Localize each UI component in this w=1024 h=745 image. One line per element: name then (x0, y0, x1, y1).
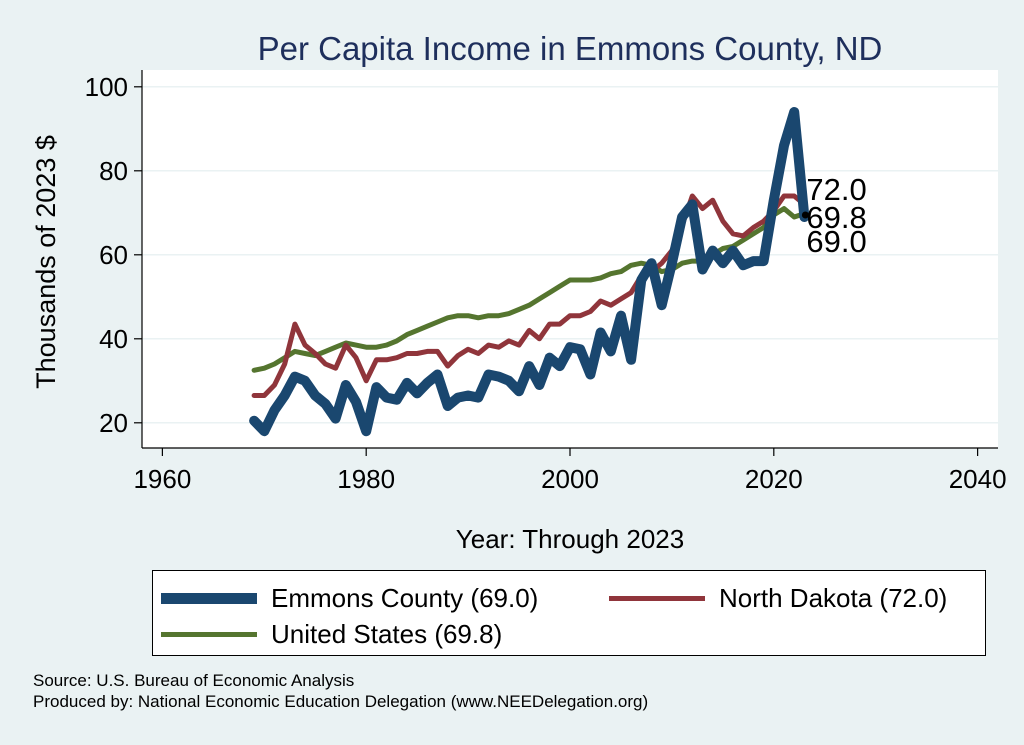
y-axis-label: Thousands of 2023 $ (31, 135, 61, 389)
legend-item-united-states: United States (69.8) (161, 619, 502, 650)
legend-item-north-dakota: North Dakota (72.0) (609, 583, 947, 614)
series-line-emmons-county (249, 107, 810, 437)
end-value-label: 69.8 (806, 200, 866, 235)
series-line-north-dakota (251, 193, 807, 398)
x-tick-label: 1960 (133, 464, 191, 494)
x-tick-label: 1980 (337, 464, 395, 494)
x-axis-label: Year: Through 2023 (456, 524, 684, 554)
legend-swatch-united-states (161, 632, 257, 637)
legend-swatch-north-dakota (609, 596, 705, 601)
end-labels: 72.069.869.0 (806, 172, 866, 259)
source-note: Source: U.S. Bureau of Economic Analysis… (33, 670, 648, 712)
y-tick-label: 80 (99, 156, 128, 186)
legend-swatch-emmons (161, 593, 257, 604)
y-tick-label: 60 (99, 240, 128, 270)
legend-label-united-states: United States (69.8) (271, 619, 503, 649)
series-lines (249, 107, 810, 437)
end-value-label: 72.0 (806, 172, 866, 207)
y-tick-label: 100 (85, 72, 128, 102)
y-tick-label: 40 (99, 324, 128, 354)
plot-area (142, 70, 998, 448)
grid-lines (142, 86, 998, 424)
x-tick-label: 2000 (541, 464, 599, 494)
source-line: Source: U.S. Bureau of Economic Analysis (33, 671, 355, 690)
chart-title: Per Capita Income in Emmons County, ND (258, 30, 883, 67)
legend-label-emmons: Emmons County (69.0) (271, 583, 539, 613)
x-tick-label: 2020 (745, 464, 803, 494)
legend-item-emmons: Emmons County (69.0) (161, 583, 538, 614)
producer-line: Produced by: National Economic Education… (33, 692, 649, 711)
y-tick-label: 20 (99, 408, 128, 438)
end-value-label: 69.0 (806, 224, 866, 259)
legend: Emmons County (69.0) North Dakota (72.0)… (152, 570, 986, 656)
legend-label-north-dakota: North Dakota (72.0) (719, 583, 948, 613)
end-point-marker (801, 211, 809, 219)
x-tick-label: 2040 (949, 464, 1007, 494)
